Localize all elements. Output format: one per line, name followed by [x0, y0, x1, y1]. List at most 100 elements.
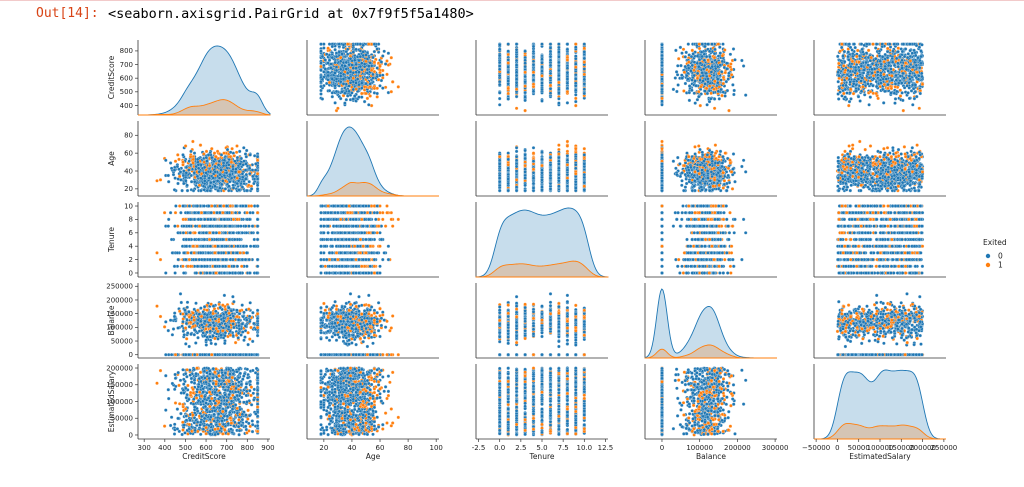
point-exited-0: [319, 50, 322, 53]
point-exited-1: [373, 61, 376, 64]
point-exited-0: [540, 99, 543, 102]
point-exited-0: [566, 87, 569, 90]
point-exited-0: [328, 43, 331, 46]
scatter-points: [498, 43, 586, 113]
point-exited-0: [566, 82, 569, 85]
point-exited-0: [557, 55, 560, 58]
point-exited-0: [724, 94, 727, 97]
point-exited-0: [357, 96, 360, 99]
point-exited-0: [540, 70, 543, 73]
point-exited-0: [387, 52, 390, 55]
point-exited-1: [723, 48, 726, 51]
point-exited-0: [498, 83, 501, 86]
point-exited-0: [690, 89, 693, 92]
point-exited-0: [540, 82, 543, 85]
point-exited-0: [331, 91, 334, 94]
point-exited-0: [348, 90, 351, 93]
point-exited-1: [364, 92, 367, 95]
point-exited-0: [691, 79, 694, 82]
point-exited-1: [583, 73, 586, 76]
point-exited-0: [679, 46, 682, 49]
point-exited-1: [376, 95, 379, 98]
point-exited-0: [376, 66, 379, 69]
point-exited-0: [684, 82, 687, 85]
point-exited-0: [353, 59, 356, 62]
point-exited-0: [345, 61, 348, 64]
point-exited-0: [338, 50, 341, 53]
point-exited-0: [515, 81, 518, 84]
point-exited-1: [328, 81, 331, 84]
point-exited-0: [574, 89, 577, 92]
point-exited-0: [697, 65, 700, 68]
point-exited-0: [352, 88, 355, 91]
point-exited-1: [390, 90, 393, 93]
point-exited-0: [360, 62, 363, 65]
point-exited-0: [726, 89, 729, 92]
y-tick-label: 500: [120, 88, 133, 96]
point-exited-0: [319, 62, 322, 65]
point-exited-0: [381, 87, 384, 90]
point-exited-1: [574, 97, 577, 100]
point-exited-0: [719, 52, 722, 55]
point-exited-0: [387, 91, 390, 94]
point-exited-1: [507, 61, 510, 64]
point-exited-1: [722, 76, 725, 79]
point-exited-0: [376, 92, 379, 95]
point-exited-0: [352, 44, 355, 47]
point-exited-1: [717, 72, 720, 75]
point-exited-0: [583, 67, 586, 70]
point-exited-0: [364, 53, 367, 56]
point-exited-0: [378, 84, 381, 87]
point-exited-1: [339, 56, 342, 59]
subplot-CreditScore-vs-Balance: [645, 40, 777, 115]
point-exited-1: [524, 85, 527, 88]
point-exited-0: [733, 89, 736, 92]
point-exited-0: [507, 97, 510, 100]
point-exited-0: [695, 84, 698, 87]
point-exited-0: [325, 53, 328, 56]
point-exited-0: [557, 50, 560, 53]
point-exited-0: [698, 58, 701, 61]
point-exited-0: [732, 93, 735, 96]
point-exited-1: [682, 89, 685, 92]
point-exited-0: [574, 46, 577, 49]
point-exited-0: [710, 43, 713, 46]
point-exited-0: [524, 91, 527, 94]
point-exited-1: [532, 71, 535, 74]
point-exited-0: [342, 43, 345, 46]
point-exited-1: [363, 85, 366, 88]
point-exited-0: [566, 48, 569, 51]
point-exited-0: [369, 82, 372, 85]
point-exited-0: [676, 73, 679, 76]
point-exited-0: [322, 64, 325, 67]
point-exited-0: [524, 99, 527, 102]
point-exited-1: [724, 71, 727, 74]
point-exited-0: [355, 82, 358, 85]
point-exited-0: [557, 88, 560, 91]
point-exited-0: [327, 61, 330, 64]
point-exited-0: [335, 55, 338, 58]
point-exited-0: [334, 61, 337, 64]
point-exited-0: [324, 67, 327, 70]
point-exited-0: [711, 60, 714, 63]
point-exited-1: [385, 59, 388, 62]
point-exited-0: [335, 77, 338, 80]
point-exited-1: [507, 92, 510, 95]
point-exited-0: [367, 103, 370, 106]
point-exited-0: [532, 45, 535, 48]
point-exited-0: [322, 46, 325, 49]
point-exited-0: [362, 50, 365, 53]
point-exited-0: [688, 91, 691, 94]
point-exited-0: [566, 101, 569, 104]
point-exited-0: [540, 78, 543, 81]
point-exited-1: [713, 80, 716, 83]
point-exited-0: [721, 43, 724, 46]
point-exited-1: [699, 85, 702, 88]
point-exited-0: [515, 55, 518, 58]
point-exited-0: [335, 69, 338, 72]
point-exited-0: [566, 43, 569, 46]
point-exited-0: [345, 98, 348, 101]
point-exited-0: [353, 94, 356, 97]
point-exited-0: [515, 74, 518, 77]
point-exited-0: [566, 67, 569, 70]
